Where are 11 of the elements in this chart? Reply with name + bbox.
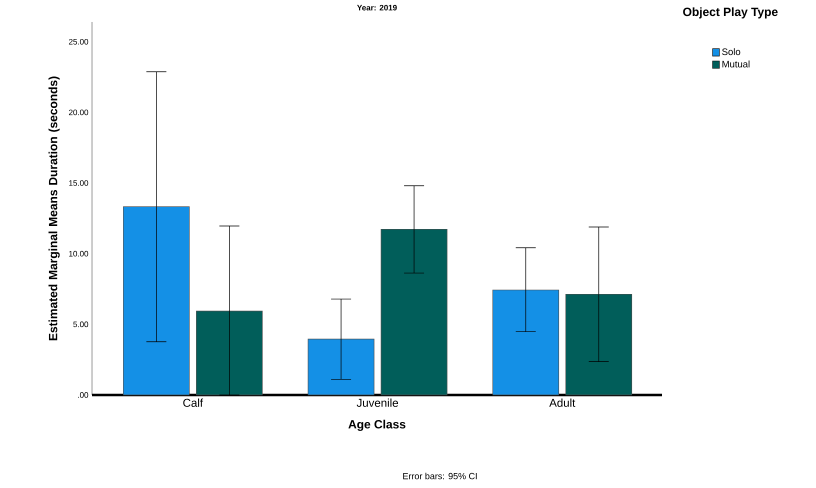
legend-title: Object Play Type — [683, 7, 778, 18]
bar — [380, 228, 448, 396]
legend-label: Mutual — [722, 60, 750, 68]
legend-label: Solo — [722, 48, 740, 56]
x-axis-title: Age Class — [348, 420, 406, 431]
x-tick-label: Calf — [183, 398, 204, 407]
bar — [492, 290, 560, 396]
text: Error bars: 95% CI — [403, 472, 477, 480]
y-axis-title: Estimated Marginal Means Duration (seconds) — [48, 76, 60, 340]
x-tick-label: Juvenile — [356, 398, 398, 407]
x-tick-label: Adult — [549, 398, 576, 407]
